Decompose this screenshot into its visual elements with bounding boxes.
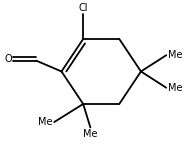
Text: O: O — [4, 54, 12, 64]
Text: Me: Me — [168, 83, 182, 93]
Text: Me: Me — [168, 50, 182, 60]
Text: Me: Me — [83, 129, 98, 139]
Text: Cl: Cl — [78, 3, 88, 13]
Text: Me: Me — [38, 117, 53, 127]
